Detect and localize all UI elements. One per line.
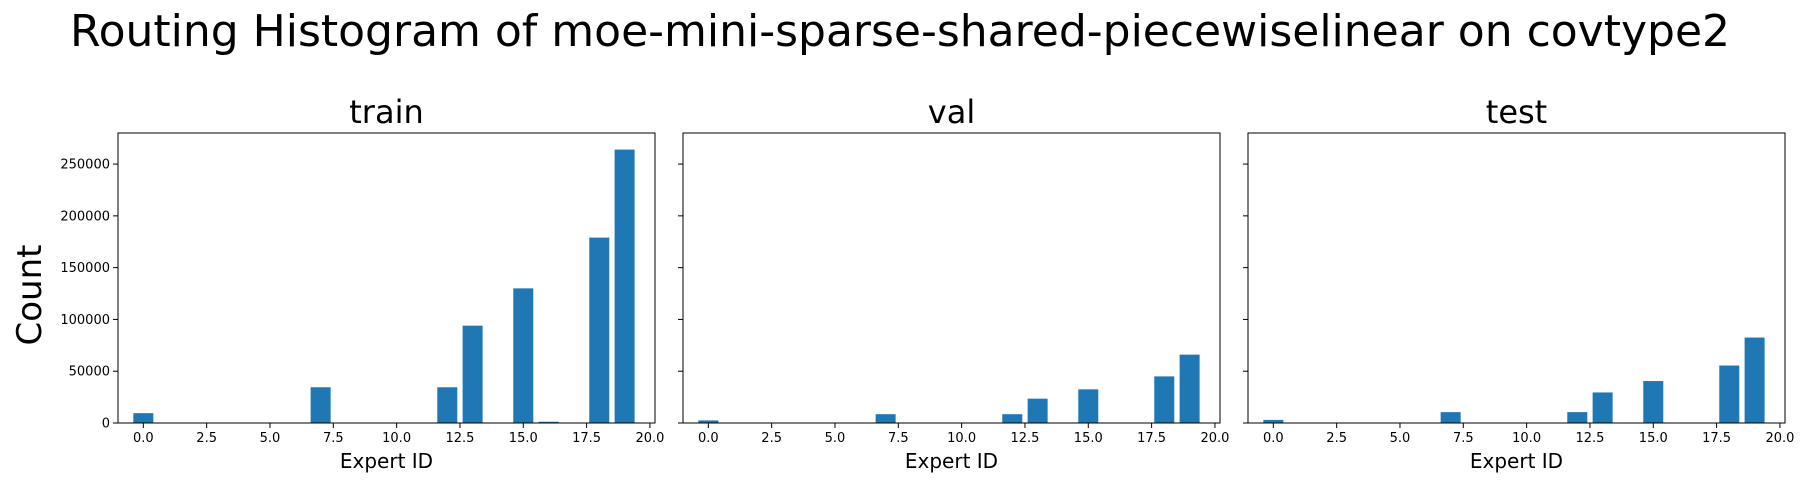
bar-val-expert-12 (1002, 414, 1023, 423)
axes-frame-val (682, 132, 1221, 424)
bar-train-expert-16 (538, 421, 559, 423)
x-axis-label-train: Expert ID (340, 449, 433, 473)
x-tick-label: 2.5 (761, 431, 782, 446)
x-tick-label: 12.5 (1010, 431, 1039, 446)
bar-test-expert-13 (1592, 392, 1613, 423)
bar-val-expert-0 (698, 420, 719, 423)
panel-title-train: train (349, 93, 423, 131)
x-tick-label: 5.0 (1390, 431, 1411, 446)
x-tick-label: 5.0 (260, 431, 281, 446)
x-tick-label: 15.0 (1639, 431, 1668, 446)
x-tick-label: 10.0 (382, 431, 411, 446)
bar-test-expert-19 (1744, 337, 1765, 423)
x-tick-label: 10.0 (1512, 431, 1541, 446)
bar-val-expert-7 (875, 414, 896, 423)
x-tick-label: 17.5 (1137, 431, 1166, 446)
bar-test-expert-7 (1440, 412, 1461, 423)
x-tick-label: 10.0 (947, 431, 976, 446)
axes-frame-test (1247, 132, 1786, 424)
panel-train: 0.0 2.5 5.0 7.5 10.0 12.5 15.0 17.5 20.0 0 50000 10… (60, 93, 664, 473)
panel-val: 0.0 2.5 5.0 7.5 10.0 12.5 15.0 17.5 20.0 val Exper… (678, 93, 1229, 473)
bar-train-expert-18 (589, 237, 610, 423)
panel-test: 0.0 2.5 5.0 7.5 10.0 12.5 15.0 17.5 20.0 test Expe… (1243, 93, 1794, 473)
x-tick-label: 17.5 (1702, 431, 1731, 446)
x-tick-label: 15.0 (1074, 431, 1103, 446)
x-tick-label: 5.0 (825, 431, 846, 446)
x-tick-label: 0.0 (698, 431, 719, 446)
bar-test-expert-0 (1263, 419, 1284, 423)
x-tick-label: 7.5 (1453, 431, 1474, 446)
bar-test-expert-15 (1643, 381, 1664, 423)
x-tick-label: 2.5 (196, 431, 217, 446)
x-tick-label: 20.0 (635, 431, 664, 446)
x-tick-label: 12.5 (1575, 431, 1604, 446)
x-tick-label: 0.0 (1263, 431, 1284, 446)
bar-train-expert-15 (513, 288, 534, 423)
bar-test-expert-18 (1719, 365, 1740, 423)
panel-title-val: val (928, 93, 975, 131)
bar-train-expert-12 (437, 387, 458, 423)
x-axis-label-test: Expert ID (1470, 449, 1563, 473)
y-tick-label: 250000 (60, 158, 110, 173)
bar-train-expert-19 (614, 149, 635, 424)
x-tick-label: 7.5 (323, 431, 344, 446)
x-axis-label-val: Expert ID (905, 449, 998, 473)
bar-val-expert-19 (1179, 354, 1200, 423)
panel-title-test: test (1486, 93, 1547, 131)
x-tick-label: 12.5 (445, 431, 474, 446)
x-tick-label: 20.0 (1200, 431, 1229, 446)
y-tick-label: 50000 (69, 365, 110, 380)
x-tick-label: 20.0 (1765, 431, 1794, 446)
bar-train-expert-13 (462, 325, 483, 423)
bar-val-expert-18 (1154, 376, 1175, 423)
axes-frame-train (117, 132, 656, 424)
y-tick-label: 0 (102, 417, 110, 432)
y-tick-label: 200000 (60, 209, 110, 224)
x-tick-label: 17.5 (572, 431, 601, 446)
bar-val-expert-13 (1027, 398, 1048, 423)
x-tick-label: 2.5 (1326, 431, 1347, 446)
bar-val-expert-15 (1078, 389, 1099, 423)
chart-title: Routing Histogram of moe-mini-sparse-sha… (69, 6, 1731, 57)
x-tick-label: 0.0 (133, 431, 154, 446)
bar-test-expert-12 (1567, 412, 1588, 423)
y-tick-label: 150000 (60, 261, 110, 276)
x-tick-label: 7.5 (888, 431, 909, 446)
y-tick-label: 100000 (60, 313, 110, 328)
bar-train-expert-0 (133, 413, 154, 423)
x-tick-label: 15.0 (509, 431, 538, 446)
bar-train-expert-7 (310, 387, 331, 423)
